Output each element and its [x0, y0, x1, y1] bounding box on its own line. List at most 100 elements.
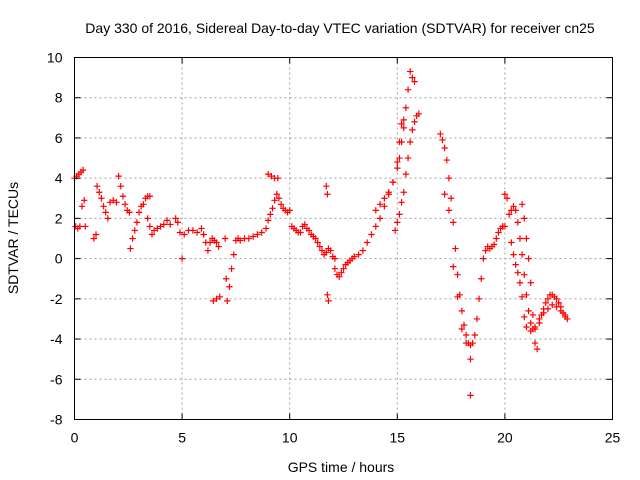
data-point-marker	[146, 223, 154, 230]
data-point-marker	[245, 235, 253, 242]
data-point-marker	[555, 299, 562, 307]
data-point-marker	[482, 247, 489, 254]
data-point-marker	[126, 209, 133, 216]
data-point-marker	[445, 207, 453, 214]
data-point-marker	[275, 195, 283, 202]
data-point-marker	[204, 247, 212, 254]
data-point-marker	[163, 217, 171, 224]
data-point-marker	[376, 215, 384, 222]
y-tick-label: -8	[50, 412, 63, 428]
data-point-marker	[213, 239, 220, 246]
data-point-marker	[198, 225, 205, 232]
data-point-marker	[372, 223, 379, 230]
data-point-marker	[338, 269, 345, 276]
data-point-marker	[237, 237, 244, 244]
data-point-marker	[274, 174, 282, 182]
data-point-marker	[544, 305, 552, 313]
data-point-marker	[527, 327, 534, 335]
data-point-marker	[441, 191, 448, 198]
data-point-marker	[553, 303, 560, 311]
data-point-marker	[269, 205, 276, 212]
data-point-marker	[121, 201, 129, 208]
data-point-marker	[144, 215, 151, 222]
data-point-marker	[355, 251, 362, 258]
data-point-marker	[394, 164, 401, 172]
data-point-marker	[400, 116, 407, 124]
y-tick-label: 2	[55, 210, 63, 226]
data-point-marker	[318, 247, 326, 254]
data-point-marker	[533, 345, 541, 353]
data-point-marker	[398, 199, 405, 206]
data-point-marker	[480, 255, 487, 262]
data-point-marker	[148, 231, 156, 238]
data-point-marker	[119, 193, 127, 200]
y-tick-label: -2	[50, 291, 63, 307]
data-point-marker	[181, 231, 188, 238]
data-point-marker	[402, 170, 410, 178]
data-point-marker	[221, 235, 229, 242]
data-point-marker	[510, 251, 517, 258]
data-point-marker	[518, 251, 526, 258]
data-point-marker	[404, 154, 412, 162]
data-point-marker	[106, 199, 114, 206]
data-point-marker	[411, 78, 418, 85]
y-axis-label: SDTVAR / TECUs	[5, 182, 21, 294]
data-point-marker	[462, 331, 470, 339]
data-point-marker	[82, 223, 89, 230]
data-point-marker	[467, 355, 474, 363]
data-point-marker	[441, 144, 448, 152]
data-point-marker	[407, 68, 414, 75]
data-point-marker	[92, 231, 100, 238]
data-point-marker	[501, 191, 509, 198]
data-point-marker	[264, 217, 272, 224]
x-tick-label: 0	[71, 430, 79, 446]
data-point-marker	[402, 104, 410, 111]
data-point-marker	[467, 392, 474, 399]
data-point-marker	[452, 245, 459, 252]
data-point-marker	[415, 110, 423, 118]
data-point-marker	[79, 166, 87, 174]
x-tick-label: 20	[497, 430, 513, 446]
data-point-marker	[267, 211, 274, 218]
data-point-marker	[178, 255, 186, 262]
y-tick-label: 0	[55, 251, 63, 267]
data-point-marker	[146, 193, 154, 200]
y-tick-label: 6	[55, 130, 63, 146]
data-point-marker	[324, 191, 331, 198]
data-point-marker	[396, 211, 403, 218]
data-point-marker	[508, 239, 515, 246]
data-point-marker	[213, 295, 220, 303]
y-tick-label: -6	[50, 371, 63, 387]
data-point-marker	[286, 207, 293, 214]
data-point-marker	[469, 339, 476, 347]
data-point-marker	[475, 295, 483, 303]
data-point-marker	[389, 178, 397, 186]
data-point-marker	[254, 231, 261, 238]
x-tick-label: 10	[282, 430, 298, 446]
data-point-marker	[445, 174, 453, 182]
data-point-marker	[521, 313, 528, 321]
data-point-marker	[80, 197, 88, 204]
data-point-marker	[210, 297, 217, 305]
data-point-marker	[549, 301, 556, 309]
data-point-marker	[100, 203, 107, 210]
data-point-marker	[458, 307, 466, 315]
data-point-marker	[314, 239, 321, 246]
data-point-marker	[521, 215, 528, 222]
data-point-marker	[400, 124, 407, 132]
data-point-marker	[230, 251, 237, 258]
data-point-marker	[258, 229, 265, 236]
data-point-marker	[394, 219, 401, 226]
y-tick-label: 8	[55, 90, 63, 106]
data-point-marker	[396, 138, 403, 146]
data-point-marker	[385, 189, 392, 196]
axis-ticks: 0 5 10 15 20 25 -8 -6 -4 -2 0 2 4 6 8 10	[47, 50, 621, 446]
data-point-marker	[514, 219, 522, 226]
data-point-marker	[264, 170, 272, 178]
data-point-marker	[493, 235, 500, 242]
data-point-marker	[460, 321, 468, 329]
data-point-marker	[525, 307, 532, 315]
data-point-marker	[351, 253, 358, 260]
data-point-marker	[372, 207, 379, 214]
